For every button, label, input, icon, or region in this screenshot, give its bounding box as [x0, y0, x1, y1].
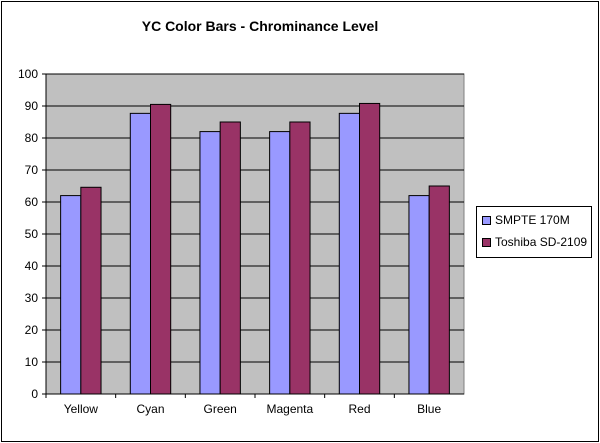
x-tick-label: Red — [348, 402, 370, 416]
x-tick-label: Blue — [417, 402, 441, 416]
legend: SMPTE 170M Toshiba SD-2109 — [476, 206, 592, 258]
bar-smpte-170m-green — [199, 131, 221, 395]
y-tick-label: 20 — [25, 323, 39, 337]
legend-swatch — [482, 215, 491, 225]
y-tick-label: 30 — [25, 291, 39, 305]
legend-swatch — [482, 237, 491, 247]
bar-smpte-170m-cyan — [129, 112, 151, 395]
legend-item: SMPTE 170M — [482, 211, 591, 229]
x-tick-label: Yellow — [64, 402, 99, 416]
y-tick-label: 10 — [25, 355, 39, 369]
legend-label: SMPTE 170M — [495, 213, 570, 227]
x-tick-label: Magenta — [266, 402, 313, 416]
legend-item: Toshiba SD-2109 — [482, 233, 591, 251]
y-tick-label: 80 — [25, 131, 39, 145]
bar-smpte-170m-red — [338, 112, 360, 395]
y-tick-label: 70 — [25, 163, 39, 177]
legend-label: Toshiba SD-2109 — [495, 235, 588, 249]
bar-toshiba-sd-2109-green — [219, 121, 241, 395]
bar-toshiba-sd-2109-magenta — [289, 121, 311, 395]
y-tick-label: 100 — [18, 67, 38, 81]
bar-toshiba-sd-2109-yellow — [80, 186, 102, 395]
y-tick-label: 40 — [25, 259, 39, 273]
bar-smpte-170m-magenta — [269, 131, 291, 395]
x-tick-label: Cyan — [136, 402, 164, 416]
y-tick-label: 0 — [31, 387, 38, 401]
chart-title: YC Color Bars - Chrominance Level — [141, 18, 379, 34]
y-tick-label: 60 — [25, 195, 39, 209]
y-tick-label: 50 — [25, 227, 39, 241]
bar-toshiba-sd-2109-blue — [428, 185, 450, 395]
bar-toshiba-sd-2109-cyan — [150, 103, 172, 395]
y-tick-label: 90 — [25, 99, 39, 113]
x-tick-label: Green — [203, 402, 236, 416]
bar-smpte-170m-blue — [408, 195, 430, 395]
bar-smpte-170m-yellow — [60, 195, 82, 395]
bar-toshiba-sd-2109-red — [359, 102, 381, 395]
